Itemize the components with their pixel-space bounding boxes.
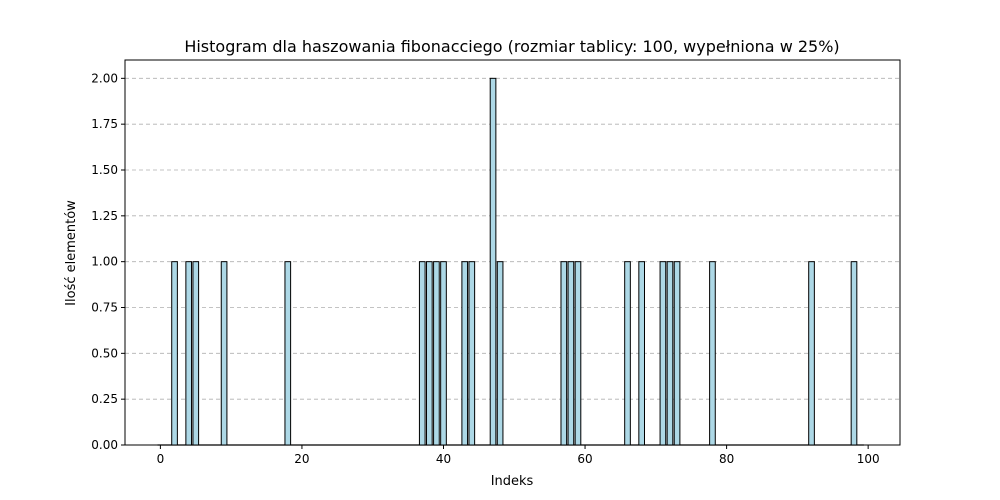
- histogram-bar: [468, 261, 476, 446]
- histogram-bar: [659, 261, 667, 446]
- y-tick-label: 1.50: [91, 163, 118, 177]
- histogram-bar: [192, 261, 200, 446]
- histogram-bar: [461, 261, 469, 446]
- x-axis-ticks: 0 20 40 60 80 100: [157, 445, 880, 466]
- histogram-bar: [433, 261, 440, 446]
- chart-title: Histogram dla haszowania fibonacciego (r…: [184, 37, 839, 56]
- grid-lines: [125, 77, 900, 446]
- x-axis-label: Indeks: [491, 474, 534, 489]
- histogram-bar: [171, 261, 178, 446]
- histogram-bar: [489, 77, 497, 446]
- histogram-bar: [284, 261, 292, 446]
- histogram-bar: [673, 261, 681, 446]
- histogram-bar: [185, 261, 193, 446]
- bars: [157, 77, 864, 446]
- y-axis-ticks: 0.00 0.25 0.50 0.75 1.00 1.25 1.50 1.75 2.00: [91, 71, 125, 452]
- histogram-bar: [220, 261, 228, 446]
- y-tick-label: 2.00: [91, 71, 118, 85]
- histogram-bar: [574, 261, 582, 446]
- histogram-bar: [666, 261, 674, 446]
- histogram-bar: [426, 261, 433, 446]
- y-tick-label: 1.00: [91, 255, 118, 269]
- y-axis-label: Ilość elementów: [64, 200, 79, 306]
- y-tick-label: 1.75: [91, 117, 118, 131]
- x-tick-label: 80: [719, 452, 734, 466]
- y-tick-label: 0.50: [91, 346, 118, 360]
- x-tick-label: 20: [294, 452, 309, 466]
- x-tick-label: 40: [436, 452, 451, 466]
- y-tick-label: 0.00: [91, 438, 118, 452]
- x-tick-label: 60: [577, 452, 592, 466]
- y-tick-label: 1.25: [91, 209, 118, 223]
- y-tick-label: 0.75: [91, 301, 118, 315]
- histogram-bar: [567, 261, 575, 446]
- histogram-bar: [808, 261, 815, 446]
- x-tick-label: 0: [157, 452, 165, 466]
- histogram-bar: [638, 261, 645, 446]
- x-tick-label: 100: [857, 452, 880, 466]
- histogram-bar: [709, 261, 716, 446]
- axes-frame: [124, 59, 901, 446]
- histogram-bar: [850, 261, 858, 446]
- histogram-bar: [496, 261, 504, 446]
- histogram-bar: [624, 261, 631, 446]
- histogram-bar: [560, 261, 568, 446]
- histogram-bar: [440, 261, 447, 446]
- histogram-bar: [418, 261, 426, 446]
- y-tick-label: 0.25: [91, 392, 118, 406]
